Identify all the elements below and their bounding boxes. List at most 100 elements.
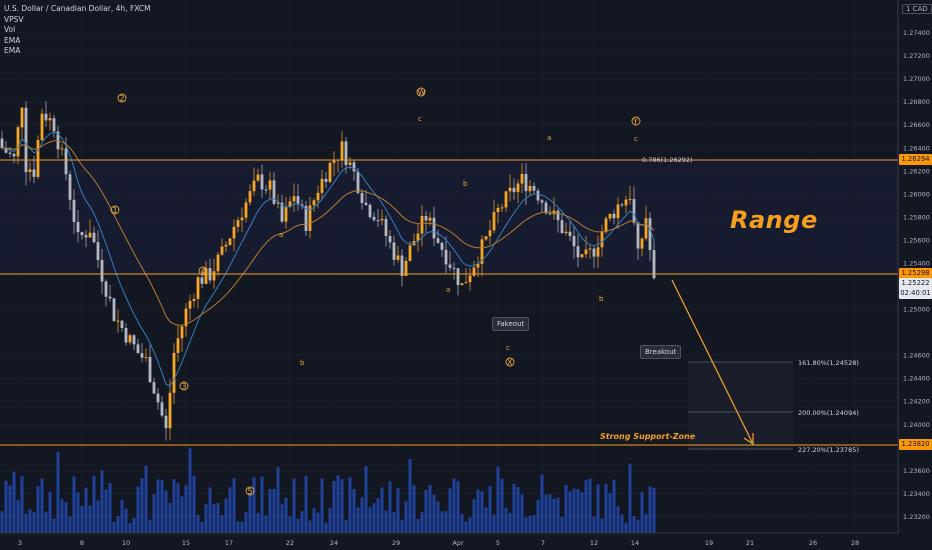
candle-body bbox=[644, 218, 648, 239]
time-axis-label: 3 bbox=[18, 539, 22, 547]
volume-bar bbox=[432, 494, 436, 533]
candle-body bbox=[240, 217, 244, 221]
volume-bar bbox=[320, 478, 324, 533]
volume-bar bbox=[164, 490, 168, 533]
volume-bar bbox=[304, 476, 308, 533]
candle-body bbox=[200, 277, 204, 284]
candle-body bbox=[516, 183, 520, 193]
candle-body bbox=[588, 248, 592, 250]
candle-body bbox=[72, 199, 76, 222]
candle-body bbox=[432, 217, 436, 239]
volume-bar bbox=[404, 501, 408, 533]
volume-bar bbox=[132, 517, 136, 533]
volume-bar bbox=[36, 485, 40, 533]
volume-bar bbox=[104, 489, 108, 533]
volume-bar bbox=[488, 486, 492, 533]
fib-161-label: 161.80%(1.24528) bbox=[798, 359, 859, 367]
volume-bar bbox=[52, 518, 56, 533]
breakout-callout[interactable]: Breakout bbox=[640, 345, 682, 359]
volume-bar bbox=[560, 517, 564, 533]
volume-bar bbox=[88, 505, 92, 533]
projection-arrow[interactable] bbox=[671, 279, 753, 443]
candle-body bbox=[24, 107, 28, 173]
time-axis-label: 17 bbox=[225, 539, 233, 547]
wave-c2-label: c bbox=[506, 344, 510, 352]
price-axis-label: 1.27000 bbox=[903, 75, 930, 83]
support-zone-annotation[interactable]: Strong Support-Zone bbox=[600, 432, 696, 441]
volume-bar bbox=[592, 516, 596, 533]
volume-bar bbox=[400, 519, 404, 533]
candle-body bbox=[188, 301, 192, 309]
volume-bar bbox=[152, 494, 156, 533]
volume-bar bbox=[448, 488, 452, 533]
candle-body bbox=[312, 200, 316, 206]
indicator-vpsv[interactable]: VPSV bbox=[4, 14, 24, 24]
volume-bar bbox=[576, 489, 580, 533]
volume-bar bbox=[368, 507, 372, 533]
indicator-vol[interactable]: Vol bbox=[4, 25, 16, 34]
candle-body bbox=[140, 353, 144, 358]
candle-body bbox=[464, 282, 468, 284]
candle-body bbox=[8, 152, 12, 154]
candle-body bbox=[460, 283, 464, 286]
candle-body bbox=[260, 174, 264, 190]
fib-200-label: 200.00%(1.24094) bbox=[798, 409, 859, 417]
candle-body bbox=[436, 238, 440, 243]
volume-bar bbox=[636, 519, 640, 533]
volume-bar bbox=[384, 510, 388, 533]
volume-bar bbox=[16, 499, 20, 533]
candle-body bbox=[304, 205, 308, 231]
candle-body bbox=[520, 173, 524, 184]
candle-body bbox=[640, 238, 644, 249]
volume-bar bbox=[244, 511, 248, 533]
candle-body bbox=[368, 204, 372, 217]
range-annotation[interactable]: Range bbox=[730, 206, 818, 234]
indicator-ema-2[interactable]: EMA bbox=[4, 46, 21, 55]
wave-c3-label: c bbox=[634, 135, 638, 143]
volume-bar bbox=[80, 505, 84, 533]
volume-bar bbox=[120, 499, 124, 533]
volume-bar bbox=[208, 487, 212, 533]
indicator-ema-1[interactable]: EMA bbox=[4, 35, 21, 45]
volume-bar bbox=[64, 501, 68, 533]
volume-bar bbox=[628, 463, 632, 533]
candle-body bbox=[500, 207, 504, 209]
fakeout-callout[interactable]: Fakeout bbox=[492, 317, 530, 331]
volume-bar bbox=[456, 481, 460, 533]
candle-body bbox=[404, 261, 408, 276]
volume-bar bbox=[544, 494, 548, 533]
candle-body bbox=[448, 264, 452, 268]
volume-bar bbox=[4, 480, 8, 533]
candle-body bbox=[344, 141, 348, 166]
candle-body bbox=[548, 213, 552, 215]
price-axis-label: 1.27200 bbox=[903, 52, 930, 60]
currency-button[interactable]: 1 CAD bbox=[902, 4, 932, 14]
volume-bar bbox=[300, 511, 304, 533]
price-axis-label: 1.26000 bbox=[903, 190, 930, 198]
candle-body bbox=[452, 267, 456, 269]
candle-body bbox=[616, 204, 620, 219]
candle-body bbox=[340, 141, 344, 160]
volume-bar bbox=[40, 478, 44, 533]
candle-body bbox=[124, 328, 128, 343]
volume-bar bbox=[312, 508, 316, 533]
volume-bar bbox=[276, 466, 280, 533]
time-axis-label: 19 bbox=[705, 539, 713, 547]
volume-bar bbox=[440, 511, 444, 533]
volume-bar bbox=[468, 517, 472, 533]
wave-b1-label: b bbox=[300, 359, 305, 367]
volume-bars bbox=[0, 448, 656, 533]
time-axis[interactable]: 3 8 10 15 17 22 24 29 Apr 5 7 12 14 19 21 26 28 bbox=[18, 539, 859, 547]
wave-a2-label: a bbox=[446, 286, 450, 294]
volume-bar bbox=[392, 512, 396, 533]
volume-bar bbox=[648, 486, 652, 533]
candle-body bbox=[456, 268, 460, 286]
volume-bar bbox=[556, 497, 560, 533]
symbol-title[interactable]: U.S. Dollar / Canadian Dollar, 4h, FXCM bbox=[4, 4, 151, 13]
volume-bar bbox=[588, 478, 592, 533]
candle-body bbox=[164, 415, 168, 429]
candle-body bbox=[488, 230, 492, 237]
volume-bar bbox=[624, 522, 628, 533]
price-axis[interactable]: 1.27400 1.27200 1.27000 1.26800 1.26600 1.264… bbox=[903, 29, 930, 521]
